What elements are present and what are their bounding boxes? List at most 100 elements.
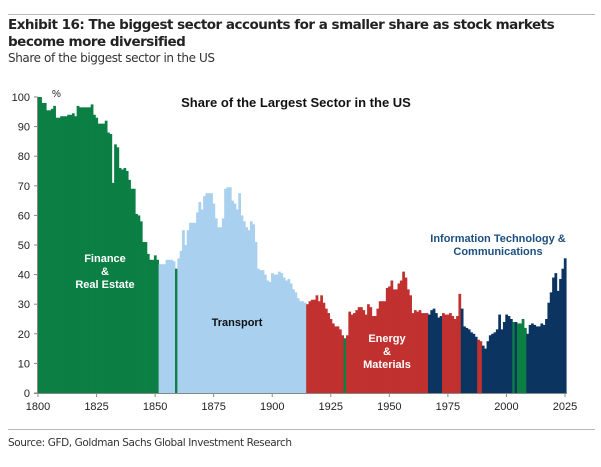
bar-1913 [301,301,305,393]
bar-1838 [125,171,129,393]
bar-1818 [78,107,82,394]
x-tick-label: 1850 [143,401,167,413]
bar-2014 [538,326,541,393]
bar-1944 [374,316,377,393]
bar-1895 [259,270,263,393]
bar-1906 [285,280,288,393]
bar-1817 [76,105,80,393]
x-tick-label: 1800 [26,401,50,413]
bar-1920 [317,301,321,393]
sector-label-transport: Transport [212,317,263,329]
bar-1844 [139,221,143,393]
bar-2022 [556,290,560,393]
y-tick-label: 70 [18,181,30,193]
bar-1804 [46,110,49,393]
bar-2013 [535,326,539,393]
bar-1897 [264,274,267,393]
bar-1870 [200,209,204,393]
bar-1956 [402,271,405,393]
bar-1958 [406,289,410,393]
bar-1953 [395,289,398,393]
bar-2024 [561,268,565,393]
x-tick-label: 2000 [494,401,518,413]
sector-label-line: & [383,346,391,358]
bar-1996 [495,329,499,393]
y-tick-label: 50 [18,240,30,252]
bar-1955 [399,280,403,393]
bar-1833 [114,144,117,393]
bar-1822 [88,107,92,394]
bar-1917 [310,299,314,393]
bar-1886 [238,193,241,393]
bar-1813 [67,114,71,393]
bar-1899 [268,282,272,393]
bar-1903 [278,271,281,393]
bar-1984 [467,329,471,393]
bar-1836 [121,169,124,393]
bar-1943 [371,316,375,393]
bar-1860 [177,258,181,393]
bar-1814 [69,114,73,393]
bar-2020 [552,277,555,393]
sector-label-line: Communications [453,246,542,258]
bar-1988 [477,339,480,393]
y-tick-label: 40 [18,270,30,282]
bar-1805 [48,110,52,393]
bar-1847 [146,253,150,393]
bar-1962 [416,311,420,393]
bar-1938 [360,307,363,393]
sector-label-line: & [101,266,109,278]
bar-1887 [240,215,244,393]
bar-1863 [184,245,188,393]
bar-1896 [261,270,265,393]
bar-1883 [231,200,234,393]
bar-2012 [533,324,537,393]
bar-1994 [491,333,494,393]
bar-1885 [235,209,239,393]
bar-1974 [444,314,448,393]
bar-1828 [102,123,106,393]
bar-2002 [509,319,513,393]
bar-1904 [280,273,284,393]
bar-2016 [542,324,546,393]
source-note: Source: GFD, Goldman Sachs Global Invest… [8,437,292,449]
bar-1966 [425,313,429,393]
chart-title: Share of the Largest Sector in the US [181,95,411,110]
bar-1893 [254,242,258,393]
bar-1919 [315,295,319,393]
bar-1879 [221,218,225,393]
bar-1923 [324,308,328,393]
bar-1970 [435,313,438,393]
bar-2010 [528,324,532,393]
bar-1961 [413,310,417,393]
bar-1998 [500,329,504,393]
bar-1972 [439,316,443,393]
bar-1803 [43,102,47,394]
bar-1989 [479,341,483,393]
bar-1954 [397,283,401,393]
bar-1894 [257,268,260,393]
bar-1858 [172,261,176,393]
bar-1979 [456,316,459,393]
bar-2017 [545,319,548,393]
bar-1910 [294,292,298,393]
bar-2006 [519,323,523,393]
bar-1868 [196,212,199,393]
bar-1849 [151,259,155,393]
bar-1865 [189,222,192,393]
bar-1907 [287,279,291,393]
y-tick-label: 20 [18,329,30,341]
bar-1908 [289,283,293,393]
bar-1935 [353,313,356,393]
sector-label-line: Transport [212,317,263,329]
bar-1940 [364,314,368,393]
bars-group [38,97,567,394]
x-tick-label: 1875 [201,401,225,413]
bar-1874 [210,193,213,393]
sector-label-it: Information Technology & Communications [430,233,566,258]
bar-1993 [488,335,492,393]
bar-1831 [109,134,113,393]
bar-1864 [186,230,190,393]
bar-1892 [252,224,256,393]
bar-1876 [214,218,218,393]
